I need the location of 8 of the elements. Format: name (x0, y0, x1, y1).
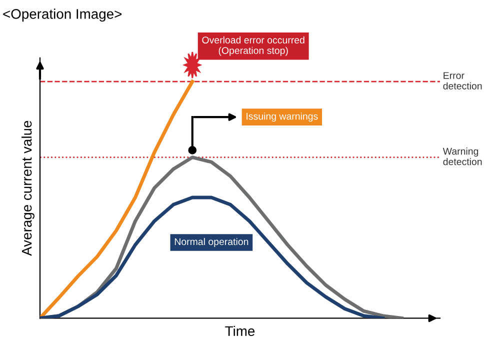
ref-line-label: Warning detection (442, 148, 482, 166)
text: Overload error occurred (Operation stop) (202, 36, 304, 56)
ref-line-label: Error detection (443, 72, 482, 90)
x-axis-title: Time (225, 326, 255, 336)
chart-title: <Operation Image> (3, 8, 122, 22)
y-axis-title: Average current value (21, 120, 34, 256)
annotation: Normal operation (174, 238, 248, 248)
annotation: Issuing warnings (246, 112, 318, 122)
